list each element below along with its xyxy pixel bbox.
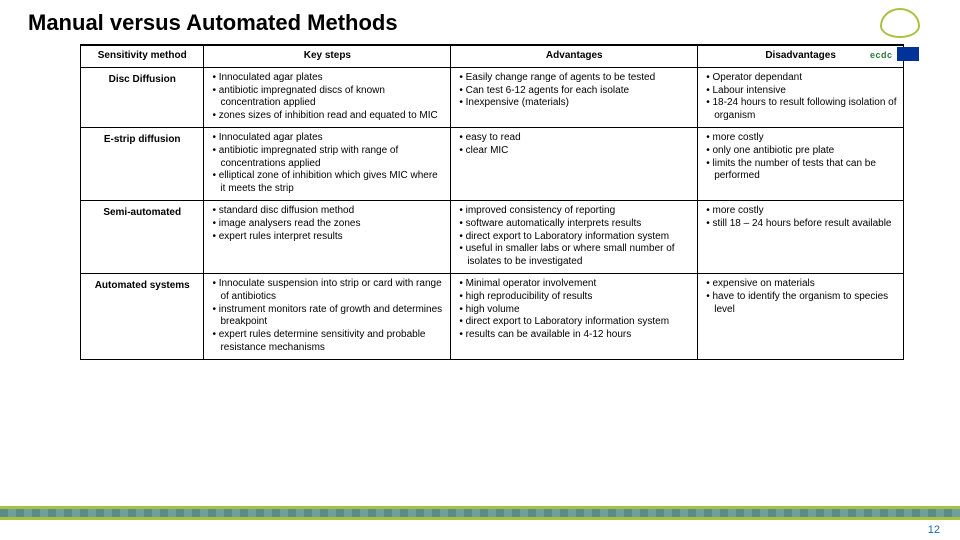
bullet-item: antibiotic impregnated strip with range … bbox=[210, 145, 444, 171]
bullet-item: Easily change range of agents to be test… bbox=[457, 72, 691, 85]
bullet-item: high reproducibility of results bbox=[457, 291, 691, 304]
method-cell: Semi-automated bbox=[81, 200, 204, 273]
col-header-keysteps: Key steps bbox=[204, 45, 451, 67]
bullet-item: expensive on materials bbox=[704, 278, 897, 291]
table-header-row: Sensitivity method Key steps Advantages … bbox=[81, 45, 904, 67]
bullet-item: improved consistency of reporting bbox=[457, 205, 691, 218]
bullet-list: Minimal operator involvementhigh reprodu… bbox=[457, 278, 691, 342]
table-row: Semi-automatedstandard disc diffusion me… bbox=[81, 200, 904, 273]
bullet-item: Minimal operator involvement bbox=[457, 278, 691, 291]
disadvantages-cell: Operator dependantLabour intensive18-24 … bbox=[698, 67, 904, 127]
col-header-advantages: Advantages bbox=[451, 45, 698, 67]
advantages-cell: easy to readclear MIC bbox=[451, 127, 698, 200]
bullet-item: standard disc diffusion method bbox=[210, 205, 444, 218]
bullet-list: more costlyonly one antibiotic pre plate… bbox=[704, 132, 897, 183]
bullet-item: still 18 – 24 hours before result availa… bbox=[704, 218, 897, 231]
bullet-list: Operator dependantLabour intensive18-24 … bbox=[704, 72, 897, 123]
bullet-item: instrument monitors rate of growth and d… bbox=[210, 304, 444, 330]
bullet-list: improved consistency of reportingsoftwar… bbox=[457, 205, 691, 269]
bullet-item: limits the number of tests that can be p… bbox=[704, 158, 897, 184]
bullet-item: only one antibiotic pre plate bbox=[704, 145, 897, 158]
bullet-item: 18-24 hours to result following isolatio… bbox=[704, 97, 897, 123]
bullet-item: antibiotic impregnated discs of known co… bbox=[210, 85, 444, 111]
bullet-list: more costlystill 18 – 24 hours before re… bbox=[704, 205, 897, 231]
advantages-cell: improved consistency of reportingsoftwar… bbox=[451, 200, 698, 273]
bullet-item: direct export to Laboratory information … bbox=[457, 231, 691, 244]
bullet-item: Labour intensive bbox=[704, 85, 897, 98]
bullet-item: clear MIC bbox=[457, 145, 691, 158]
bullet-item: more costly bbox=[704, 205, 897, 218]
bullet-list: expensive on materialshave to identify t… bbox=[704, 278, 897, 316]
method-cell: E-strip diffusion bbox=[81, 127, 204, 200]
disadvantages-cell: more costlystill 18 – 24 hours before re… bbox=[698, 200, 904, 273]
col-header-method: Sensitivity method bbox=[81, 45, 204, 67]
bullet-item: zones sizes of inhibition read and equat… bbox=[210, 110, 444, 123]
ecdc-logo: ecdc bbox=[870, 8, 946, 60]
bullet-item: software automatically interprets result… bbox=[457, 218, 691, 231]
bullet-item: elliptical zone of inhibition which give… bbox=[210, 170, 444, 196]
eu-flag-icon bbox=[897, 47, 919, 61]
bullet-item: have to identify the organism to species… bbox=[704, 291, 897, 317]
advantages-cell: Minimal operator involvementhigh reprodu… bbox=[451, 273, 698, 359]
bullet-item: Can test 6-12 agents for each isolate bbox=[457, 85, 691, 98]
bullet-list: standard disc diffusion methodimage anal… bbox=[210, 205, 444, 243]
bullet-item: Operator dependant bbox=[704, 72, 897, 85]
method-cell: Disc Diffusion bbox=[81, 67, 204, 127]
bullet-item: Innoculated agar plates bbox=[210, 72, 444, 85]
bullet-item: results can be available in 4-12 hours bbox=[457, 329, 691, 342]
bullet-item: more costly bbox=[704, 132, 897, 145]
comparison-table: Sensitivity method Key steps Advantages … bbox=[80, 44, 904, 360]
advantages-cell: Easily change range of agents to be test… bbox=[451, 67, 698, 127]
bullet-item: easy to read bbox=[457, 132, 691, 145]
disadvantages-cell: expensive on materialshave to identify t… bbox=[698, 273, 904, 359]
bullet-item: high volume bbox=[457, 304, 691, 317]
method-cell: Automated systems bbox=[81, 273, 204, 359]
table-row: Disc DiffusionInnoculated agar platesant… bbox=[81, 67, 904, 127]
comparison-table-container: Sensitivity method Key steps Advantages … bbox=[0, 36, 960, 360]
bullet-item: Inexpensive (materials) bbox=[457, 97, 691, 110]
bullet-list: Innoculate suspension into strip or card… bbox=[210, 278, 444, 355]
bullet-item: useful in smaller labs or where small nu… bbox=[457, 243, 691, 269]
footer-decoration-bar bbox=[0, 506, 960, 520]
page-title: Manual versus Automated Methods bbox=[0, 0, 960, 36]
bullet-list: Innoculated agar platesantibiotic impreg… bbox=[210, 132, 444, 196]
page-number: 12 bbox=[928, 524, 940, 536]
bullet-item: Innoculated agar plates bbox=[210, 132, 444, 145]
disadvantages-cell: more costlyonly one antibiotic pre plate… bbox=[698, 127, 904, 200]
bullet-list: Innoculated agar platesantibiotic impreg… bbox=[210, 72, 444, 123]
bullet-list: Easily change range of agents to be test… bbox=[457, 72, 691, 110]
logo-text: ecdc bbox=[870, 50, 893, 60]
bullet-item: expert rules interpret results bbox=[210, 231, 444, 244]
table-row: Automated systemsInnoculate suspension i… bbox=[81, 273, 904, 359]
keySteps-cell: standard disc diffusion methodimage anal… bbox=[204, 200, 451, 273]
keySteps-cell: Innoculate suspension into strip or card… bbox=[204, 273, 451, 359]
bullet-item: expert rules determine sensitivity and p… bbox=[210, 329, 444, 355]
bullet-item: direct export to Laboratory information … bbox=[457, 316, 691, 329]
bullet-list: easy to readclear MIC bbox=[457, 132, 691, 158]
table-row: E-strip diffusionInnoculated agar plates… bbox=[81, 127, 904, 200]
keySteps-cell: Innoculated agar platesantibiotic impreg… bbox=[204, 127, 451, 200]
keySteps-cell: Innoculated agar platesantibiotic impreg… bbox=[204, 67, 451, 127]
bullet-item: Innoculate suspension into strip or card… bbox=[210, 278, 444, 304]
bullet-item: image analysers read the zones bbox=[210, 218, 444, 231]
